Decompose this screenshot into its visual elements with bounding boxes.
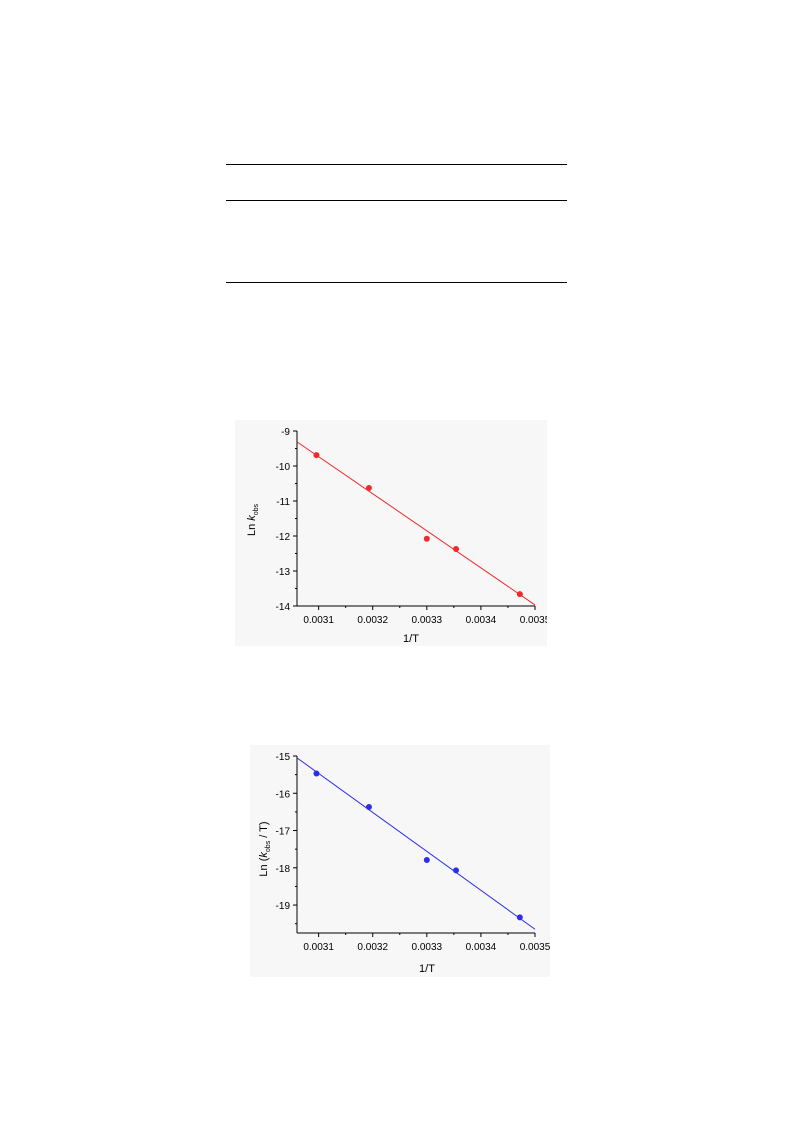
data-point — [517, 591, 523, 597]
eyring-plot: 0.0031 0.0032 0.0033 0.0034 0.0035 -15 -16 -17 -… — [250, 745, 550, 977]
table-top-rule — [226, 164, 567, 165]
x-tick-label: 0.0034 — [466, 615, 497, 626]
x-tick-label: 0.0034 — [466, 942, 497, 953]
data-point — [517, 914, 523, 920]
x-axis-label: 1/T — [403, 633, 419, 645]
data-point — [313, 452, 319, 458]
y-tick-label: -11 — [276, 497, 290, 508]
x-tick-label: 0.0035 — [520, 615, 547, 626]
y-tick-label: -9 — [281, 427, 290, 438]
y-tick-label: -13 — [276, 567, 291, 578]
y-axis-label: Ln (kobs / T) — [258, 821, 272, 876]
fit-line — [297, 758, 535, 929]
fit-line — [297, 442, 535, 605]
x-tick-label: 0.0033 — [412, 942, 443, 953]
y-tick-label: -10 — [276, 462, 291, 473]
x-axis-label: 1/T — [419, 963, 435, 975]
data-point — [366, 485, 372, 491]
data-point — [453, 546, 459, 552]
data-point — [313, 771, 319, 777]
y-tick-label: -15 — [276, 752, 291, 763]
y-tick-label: -18 — [276, 864, 291, 875]
arrhenius-plot: 0.0031 0.0032 0.0033 0.0034 0.0035 -9 -10 -11 -1… — [235, 420, 547, 646]
x-tick-label: 0.0032 — [357, 942, 388, 953]
eyring-chart-panel: 0.0031 0.0032 0.0033 0.0034 0.0035 -15 -16 -17 -… — [250, 745, 550, 977]
data-point — [424, 857, 430, 863]
y-tick-label: -12 — [276, 532, 291, 543]
table-header-rule — [226, 200, 567, 201]
data-point — [453, 867, 459, 873]
y-tick-label: -17 — [276, 827, 291, 838]
y-tick-label: -19 — [276, 901, 291, 912]
data-point — [424, 536, 430, 542]
x-tick-label: 0.0032 — [357, 615, 388, 626]
x-tick-label: 0.0031 — [303, 615, 334, 626]
x-tick-label: 0.0031 — [303, 942, 334, 953]
y-tick-label: -14 — [276, 602, 291, 613]
arrhenius-chart-panel: 0.0031 0.0032 0.0033 0.0034 0.0035 -9 -10 -11 -1… — [235, 420, 547, 646]
y-tick-label: -16 — [276, 789, 291, 800]
table-bottom-rule — [226, 282, 567, 283]
y-axis-label: Ln kobs — [246, 503, 260, 536]
x-tick-label: 0.0035 — [520, 942, 550, 953]
data-point — [366, 804, 372, 810]
x-tick-label: 0.0033 — [412, 615, 443, 626]
